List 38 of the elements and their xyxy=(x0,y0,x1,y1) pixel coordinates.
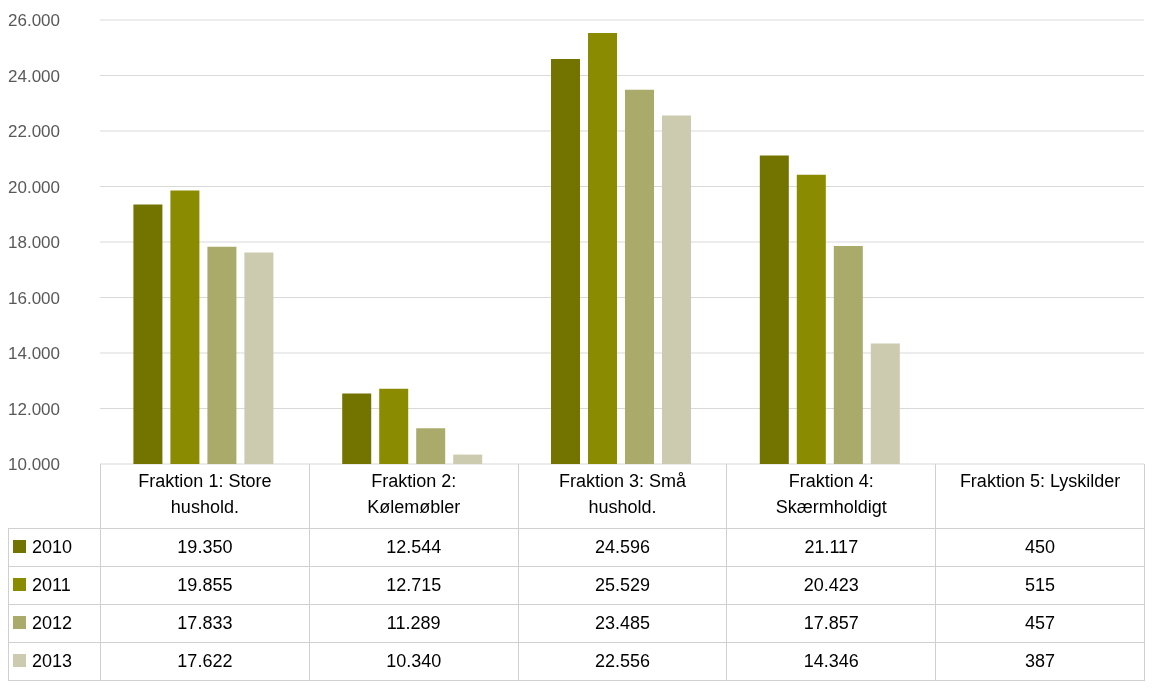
legend-label: 2010 xyxy=(31,536,73,557)
text: 515 xyxy=(1025,574,1056,595)
x-tick-label: Fraktion 4: Skærmholdigt xyxy=(726,464,936,528)
y-tick-label: 16.000 xyxy=(8,288,60,308)
y-tick-label: 24.000 xyxy=(8,66,60,86)
y-tick-label: 26.000 xyxy=(8,11,60,31)
data-label: 17.857 xyxy=(726,604,936,642)
x-tick-label: Fraktion 5: Lyskilder xyxy=(935,464,1145,528)
legend-label: 2012 xyxy=(31,612,73,633)
y-tick-label: 22.000 xyxy=(8,122,60,142)
legend-label: 2011 xyxy=(31,574,71,595)
y-tick-label: 10.000 xyxy=(8,455,60,475)
data-label: 14.346 xyxy=(726,642,936,680)
data-label: 10.340 xyxy=(309,642,519,680)
x-tick-label: Fraktion 2: Kølemøbler xyxy=(309,464,519,528)
data-label: 20.423 xyxy=(726,566,936,604)
data-label: 19.350 xyxy=(100,528,310,566)
data-label: 11.289 xyxy=(309,604,519,642)
y-tick-label: 20.000 xyxy=(8,177,60,197)
text: 387 xyxy=(1025,650,1056,671)
data-label: 12.715 xyxy=(309,566,519,604)
data-label: 17.622 xyxy=(100,642,310,680)
x-tick-label: Fraktion 3: Små hushold. xyxy=(518,464,727,528)
data-label: 22.556 xyxy=(518,642,727,680)
y-tick-label: 18.000 xyxy=(8,233,60,253)
data-label: 12.544 xyxy=(309,528,519,566)
x-tick-label: Fraktion 1: Store hushold. xyxy=(100,464,310,528)
data-label: 19.855 xyxy=(100,566,310,604)
y-tick-label: 12.000 xyxy=(8,399,60,419)
data-label: 17.833 xyxy=(100,604,310,642)
y-tick-label: 14.000 xyxy=(8,344,60,364)
data-label: 25.529 xyxy=(518,566,727,604)
data-label: 23.485 xyxy=(518,604,727,642)
text: 457 xyxy=(1025,612,1056,633)
legend-label: 2013 xyxy=(31,650,73,671)
data-label: 24.596 xyxy=(518,528,727,566)
data-label: 21.117 xyxy=(726,528,936,566)
text: 450 xyxy=(1025,536,1056,557)
